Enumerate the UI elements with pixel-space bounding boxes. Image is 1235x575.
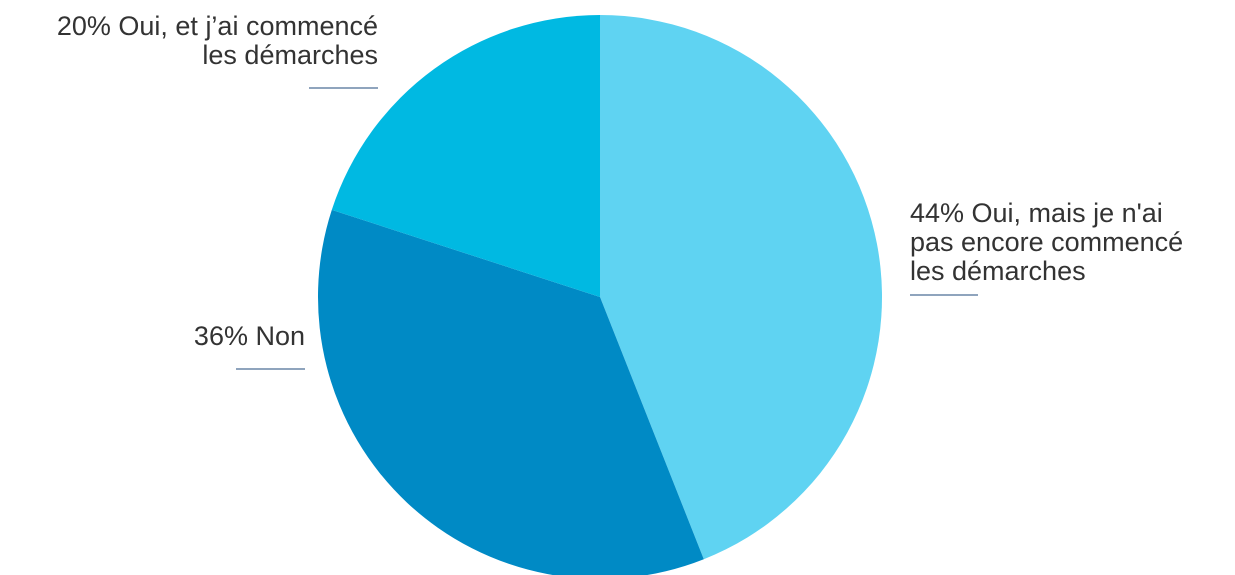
pie-slice-1 xyxy=(600,15,883,560)
slice-label-line: 20% Oui, et j’ai commencé xyxy=(57,11,378,41)
pie-slice-2 xyxy=(318,209,704,575)
slice-label-3: 20% Oui, et j’ai commencé les démarches xyxy=(57,11,378,70)
slice-label-line: 44% Oui, mais je n'ai xyxy=(910,198,1163,228)
slice-label-1: 44% Oui, mais je n'ai pas encore commencé… xyxy=(910,198,1183,286)
pie-slice-3 xyxy=(331,15,600,297)
slice-label-2: 36% Non xyxy=(194,321,305,351)
pie-slices xyxy=(318,15,883,575)
slice-label-line: les démarches xyxy=(910,256,1086,286)
slice-label-line: pas encore commencé xyxy=(910,227,1183,257)
slice-label-line: les démarches xyxy=(202,40,378,70)
slice-label-line: 36% Non xyxy=(194,321,305,351)
pie-labels: 44% Oui, mais je n'ai pas encore commencé… xyxy=(57,11,1183,370)
